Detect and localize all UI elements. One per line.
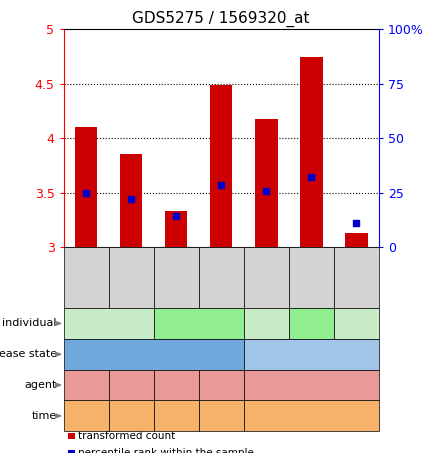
Text: untreat
ed: untreat ed xyxy=(158,374,194,396)
Text: normal: normal xyxy=(294,349,328,359)
Bar xyxy=(210,85,233,247)
Text: week 0: week 0 xyxy=(69,411,103,421)
Text: ruxolini
tib: ruxolini tib xyxy=(113,374,149,396)
Bar xyxy=(255,119,278,247)
Text: individual: individual xyxy=(3,318,57,328)
Text: ruxolini
tib: ruxolini tib xyxy=(203,374,239,396)
Text: disease state: disease state xyxy=(0,349,57,359)
Bar xyxy=(75,127,97,247)
Text: GSM1414313: GSM1414313 xyxy=(131,245,140,306)
Text: percentile rank within the sample: percentile rank within the sample xyxy=(78,448,254,453)
Text: GSM1414314: GSM1414314 xyxy=(176,246,185,306)
Text: week 0: week 0 xyxy=(159,411,194,421)
Text: GSM1414318: GSM1414318 xyxy=(357,245,365,306)
Bar xyxy=(120,154,142,247)
Text: patient 1: patient 1 xyxy=(86,318,131,328)
Text: GSM1414315: GSM1414315 xyxy=(221,245,230,306)
Title: GDS5275 / 1569320_at: GDS5275 / 1569320_at xyxy=(132,10,310,27)
Bar xyxy=(300,57,322,247)
Text: agent: agent xyxy=(25,380,57,390)
Text: week 12: week 12 xyxy=(110,411,152,421)
Text: untreat
ed: untreat ed xyxy=(68,374,104,396)
Text: GSM1414316: GSM1414316 xyxy=(266,245,275,306)
Text: GSM1414317: GSM1414317 xyxy=(311,245,320,306)
Text: week 0: week 0 xyxy=(294,411,329,421)
Text: patient 2: patient 2 xyxy=(177,318,221,328)
Text: GSM1414312: GSM1414312 xyxy=(86,246,95,306)
Text: transformed count: transformed count xyxy=(78,431,175,441)
Text: control
subject 2: control subject 2 xyxy=(289,313,334,334)
Text: time: time xyxy=(32,411,57,421)
Text: control
subject 3: control subject 3 xyxy=(334,313,379,334)
Bar xyxy=(165,211,187,247)
Text: alopecia areata: alopecia areata xyxy=(116,349,191,359)
Bar xyxy=(345,233,367,247)
Text: week 12: week 12 xyxy=(201,411,242,421)
Text: control
subject 1: control subject 1 xyxy=(244,313,289,334)
Text: untreated: untreated xyxy=(287,380,336,390)
